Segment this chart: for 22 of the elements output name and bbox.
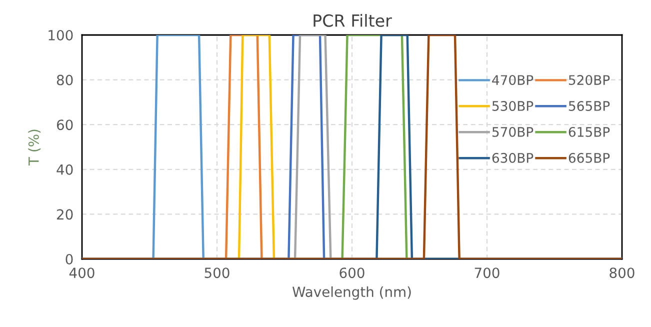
legend-label: 630BP <box>492 152 534 163</box>
legend-label: 665BP <box>568 152 610 163</box>
y-tick-label: 20 <box>57 209 73 220</box>
x-tick-label: 700 <box>474 268 500 278</box>
x-tick-label: 400 <box>69 268 94 278</box>
legend-label: 570BP <box>492 126 534 137</box>
y-tick-label: 40 <box>56 164 73 175</box>
y-tick-label: 60 <box>56 120 73 130</box>
legend-label: 565BP <box>568 100 610 111</box>
y-axis-title: T (%) <box>28 130 41 166</box>
y-tick-label: 100 <box>48 30 73 40</box>
legend-label: 530BP <box>492 100 534 111</box>
legend-label: 615BP <box>568 126 610 137</box>
y-tick-label: 80 <box>56 74 73 86</box>
x-axis-title: Wavelength (nm) <box>292 286 411 300</box>
y-tick-label: 0 <box>66 254 73 264</box>
chart-title: PCR Filter <box>314 14 392 27</box>
legend-label: 520BP <box>568 75 610 85</box>
x-tick-label: 600 <box>340 268 364 278</box>
x-tick-label: 500 <box>204 268 230 278</box>
legend-label: 470BP <box>492 75 534 85</box>
x-tick-label: 800 <box>610 268 634 278</box>
